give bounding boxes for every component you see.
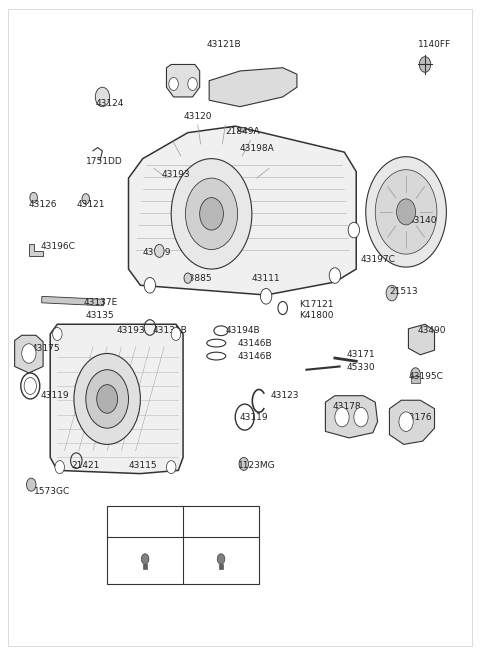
Circle shape xyxy=(55,460,64,474)
Circle shape xyxy=(169,77,179,90)
Circle shape xyxy=(82,194,90,204)
Text: 43194B: 43194B xyxy=(226,326,260,335)
Bar xyxy=(219,563,223,569)
Circle shape xyxy=(411,367,420,381)
Text: 43146B: 43146B xyxy=(238,352,272,361)
Circle shape xyxy=(348,222,360,238)
Circle shape xyxy=(335,407,349,427)
Circle shape xyxy=(171,328,180,341)
PathPatch shape xyxy=(389,400,434,444)
PathPatch shape xyxy=(209,67,297,107)
Text: 1140EJ: 1140EJ xyxy=(214,523,245,532)
Circle shape xyxy=(261,289,272,304)
Text: 43171: 43171 xyxy=(347,350,375,360)
Text: 43135: 43135 xyxy=(86,311,114,320)
Circle shape xyxy=(53,328,62,341)
Text: 43111: 43111 xyxy=(252,274,280,284)
Text: 11403C: 11403C xyxy=(128,515,163,525)
Circle shape xyxy=(200,198,223,230)
PathPatch shape xyxy=(29,244,43,256)
PathPatch shape xyxy=(167,64,200,97)
Text: 43124: 43124 xyxy=(96,99,124,108)
Circle shape xyxy=(184,273,192,284)
Text: 1140FF: 1140FF xyxy=(418,41,451,50)
Text: 45330: 45330 xyxy=(347,364,375,372)
Text: 43119: 43119 xyxy=(41,391,69,400)
Text: 21421: 21421 xyxy=(72,460,100,470)
Circle shape xyxy=(167,460,176,474)
Bar xyxy=(238,128,245,132)
Circle shape xyxy=(217,553,225,564)
Circle shape xyxy=(366,157,446,267)
Circle shape xyxy=(386,286,397,301)
Circle shape xyxy=(144,278,156,293)
Circle shape xyxy=(155,244,164,257)
PathPatch shape xyxy=(50,324,183,474)
Circle shape xyxy=(171,159,252,269)
Text: 43196C: 43196C xyxy=(41,242,76,251)
Bar xyxy=(143,563,147,569)
PathPatch shape xyxy=(129,126,356,295)
Text: 43120: 43120 xyxy=(183,112,212,121)
Text: 43123: 43123 xyxy=(271,391,300,400)
Circle shape xyxy=(375,170,437,254)
Text: 43121B: 43121B xyxy=(207,41,241,50)
Circle shape xyxy=(354,407,368,427)
Circle shape xyxy=(239,457,249,470)
Text: 1123MG: 1123MG xyxy=(238,460,275,470)
Text: 43885: 43885 xyxy=(183,274,212,284)
Text: 43197C: 43197C xyxy=(361,255,396,264)
Text: 21849A: 21849A xyxy=(226,127,260,136)
Bar xyxy=(107,506,259,584)
Circle shape xyxy=(141,553,149,564)
Text: 43126: 43126 xyxy=(29,200,58,208)
Text: 43137E: 43137E xyxy=(84,298,118,307)
Circle shape xyxy=(188,77,197,90)
Circle shape xyxy=(329,268,341,284)
Text: 43490: 43490 xyxy=(418,326,446,335)
PathPatch shape xyxy=(14,335,43,373)
Circle shape xyxy=(185,178,238,250)
Text: 43140: 43140 xyxy=(408,216,437,225)
Text: 43175: 43175 xyxy=(31,344,60,353)
Circle shape xyxy=(96,384,118,413)
Text: 1140EJ: 1140EJ xyxy=(205,515,237,525)
Bar xyxy=(42,296,104,306)
Text: 1751DD: 1751DD xyxy=(86,157,122,166)
Text: K17121: K17121 xyxy=(300,300,334,309)
Text: 11403C: 11403C xyxy=(138,523,173,532)
Text: 43195C: 43195C xyxy=(408,371,444,381)
Text: 43193: 43193 xyxy=(117,326,145,335)
Text: 21513: 21513 xyxy=(389,288,418,296)
PathPatch shape xyxy=(325,396,378,438)
Circle shape xyxy=(399,412,413,432)
Text: 43149: 43149 xyxy=(143,248,171,257)
Text: K41800: K41800 xyxy=(300,311,334,320)
Bar xyxy=(411,376,420,383)
Circle shape xyxy=(74,354,140,444)
Text: 43121: 43121 xyxy=(76,200,105,208)
Text: 43193: 43193 xyxy=(162,170,191,179)
Text: 43131B: 43131B xyxy=(152,326,187,335)
Circle shape xyxy=(396,199,416,225)
Text: 43115: 43115 xyxy=(129,460,157,470)
Text: 43198A: 43198A xyxy=(240,144,275,153)
Text: 43176: 43176 xyxy=(404,413,432,422)
Circle shape xyxy=(96,87,109,107)
PathPatch shape xyxy=(408,324,434,355)
Text: 43178: 43178 xyxy=(333,402,361,411)
Text: 1573GC: 1573GC xyxy=(34,487,70,496)
Circle shape xyxy=(26,478,36,491)
Text: 43146B: 43146B xyxy=(238,339,272,348)
Circle shape xyxy=(86,369,129,428)
Circle shape xyxy=(420,57,431,72)
Circle shape xyxy=(22,344,36,364)
Circle shape xyxy=(30,193,37,203)
Text: 43119: 43119 xyxy=(240,413,269,422)
